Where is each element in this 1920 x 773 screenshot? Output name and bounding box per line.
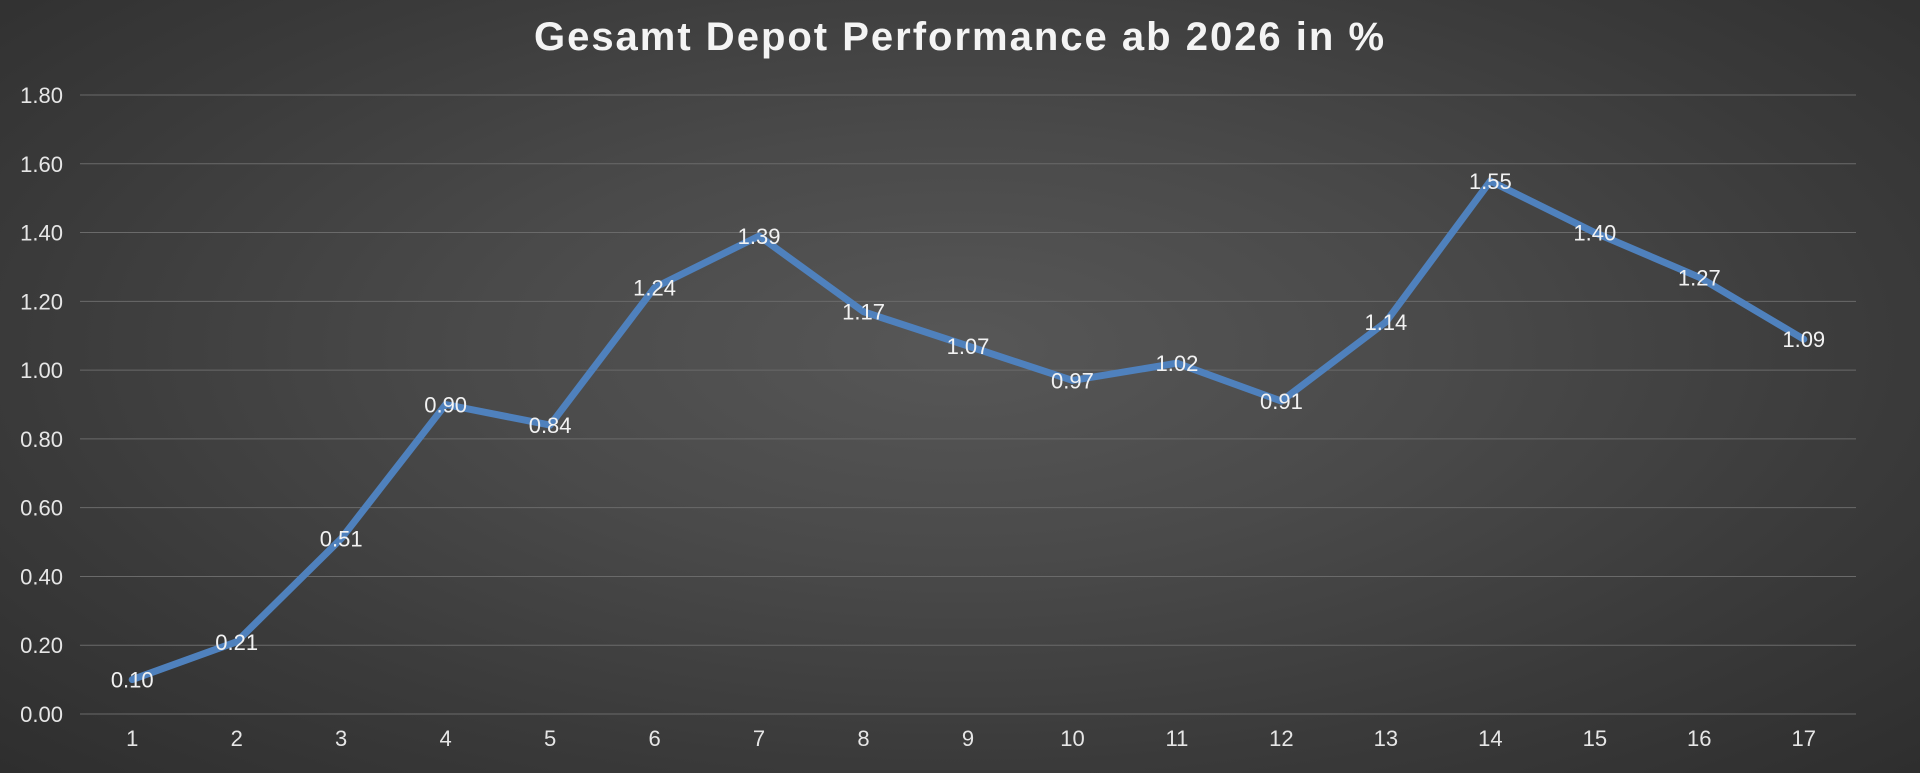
y-tick-label: 0.40 <box>20 564 63 589</box>
data-label: 0.84 <box>529 413 572 438</box>
series-line <box>128 177 1808 684</box>
data-label: 0.51 <box>320 527 363 552</box>
x-tick-label: 17 <box>1792 726 1816 751</box>
x-tick-label: 10 <box>1060 726 1084 751</box>
y-tick-label: 1.60 <box>20 152 63 177</box>
x-tick-label: 14 <box>1478 726 1502 751</box>
data-label: 0.97 <box>1051 368 1094 393</box>
data-label: 1.17 <box>842 300 885 325</box>
x-tick-label: 11 <box>1166 726 1189 751</box>
data-label: 1.24 <box>633 276 676 301</box>
data-label: 1.39 <box>738 224 781 249</box>
x-tick-label: 13 <box>1374 726 1398 751</box>
x-tick-label: 8 <box>857 726 869 751</box>
data-label: 0.21 <box>215 630 258 655</box>
y-tick-label: 1.00 <box>20 358 63 383</box>
data-label: 1.02 <box>1156 351 1199 376</box>
x-tick-label: 12 <box>1269 726 1293 751</box>
y-tick-label: 1.80 <box>20 83 63 108</box>
x-tick-label: 6 <box>648 726 660 751</box>
data-label: 0.90 <box>424 393 467 418</box>
x-tick-label: 3 <box>335 726 347 751</box>
x-tick-label: 15 <box>1583 726 1607 751</box>
chart-title: Gesamt Depot Performance ab 2026 in % <box>534 15 1386 59</box>
data-labels: 0.10 0.21 0.51 0.90 0.84 1.24 1.39 1.17 1.07 0.97… <box>111 169 1825 693</box>
data-label: 1.55 <box>1469 169 1512 194</box>
data-label: 1.14 <box>1364 310 1407 335</box>
data-label: 1.27 <box>1678 265 1721 290</box>
y-tick-label: 0.80 <box>20 427 63 452</box>
y-axis-tick-labels: 0.00 0.20 0.40 0.60 0.80 1.00 1.20 1.40 1.60 1.80 <box>20 83 63 727</box>
x-tick-label: 9 <box>962 726 974 751</box>
y-tick-label: 0.20 <box>20 633 63 658</box>
y-tick-label: 0.00 <box>20 702 63 727</box>
x-tick-label: 2 <box>231 726 243 751</box>
x-tick-label: 4 <box>440 726 452 751</box>
gridlines <box>80 94 1856 715</box>
data-label: 1.07 <box>947 334 990 359</box>
y-tick-label: 1.40 <box>20 221 63 246</box>
x-tick-label: 5 <box>544 726 556 751</box>
data-label: 1.40 <box>1573 221 1616 246</box>
data-label: 0.91 <box>1260 389 1303 414</box>
y-tick-label: 1.20 <box>20 289 63 314</box>
data-label: 0.10 <box>111 668 154 693</box>
x-tick-label: 7 <box>753 726 765 751</box>
x-axis-tick-labels: 1 2 3 4 5 6 7 8 9 10 11 12 13 14 15 16 17 <box>126 726 1816 751</box>
x-tick-label: 1 <box>126 726 138 751</box>
series-layer <box>128 177 1808 684</box>
x-tick-label: 16 <box>1687 726 1711 751</box>
data-label: 1.09 <box>1782 327 1825 352</box>
y-tick-label: 0.60 <box>20 496 63 521</box>
